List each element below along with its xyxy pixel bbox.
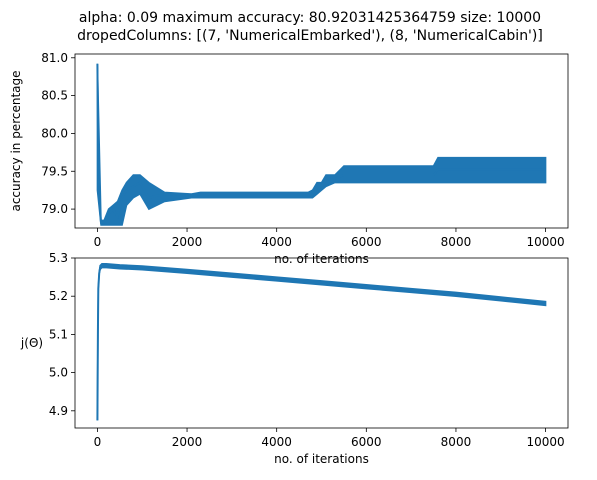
- y-tick-label: 4.9: [49, 404, 68, 418]
- y-tick-label: 5.1: [49, 327, 68, 341]
- y-axis-label: accuracy in percentage: [9, 70, 23, 211]
- figure-title-line2: dropedColumns: [(7, 'NumericalEmbarked')…: [77, 28, 543, 44]
- y-tick-label: 79.0: [41, 202, 68, 216]
- x-axis-label: no. of iterations: [274, 452, 369, 466]
- x-tick-label: 2000: [172, 235, 203, 249]
- series-band: [96, 63, 547, 226]
- y-tick-label: 79.5: [41, 164, 68, 178]
- series-band: [96, 262, 547, 421]
- x-tick-label: 0: [94, 435, 102, 449]
- y-tick-label: 80.5: [41, 89, 68, 103]
- x-tick-label: 4000: [261, 435, 292, 449]
- y-tick-label: 5.2: [49, 289, 68, 303]
- x-tick-label: 0: [94, 235, 102, 249]
- x-tick-label: 6000: [351, 435, 382, 449]
- series-line: [96, 63, 546, 224]
- x-tick-label: 2000: [172, 435, 203, 449]
- x-tick-label: 8000: [441, 235, 472, 249]
- axes-frame: [74, 53, 569, 229]
- axes-frame: [74, 257, 569, 429]
- accuracy-chart: 0 2000 4000 6000 8000 10000 79.0 79.5 80.0 80.5 81…: [9, 51, 569, 266]
- series-line: [96, 264, 546, 421]
- x-tick-label: 10000: [526, 235, 564, 249]
- y-tick-label: 5.3: [49, 251, 68, 265]
- x-tick-label: 8000: [441, 435, 472, 449]
- x-tick-label: 6000: [351, 235, 382, 249]
- x-tick-label: 10000: [526, 435, 564, 449]
- x-axis-label: no. of iterations: [274, 252, 369, 266]
- y-tick-label: 80.0: [41, 126, 68, 140]
- figure-title-line1: alpha: 0.09 maximum accuracy: 80.9203142…: [79, 10, 541, 26]
- y-axis-label: j(Θ): [20, 336, 43, 350]
- y-tick-label: 81.0: [41, 51, 68, 65]
- x-tick-label: 4000: [261, 235, 292, 249]
- y-tick-label: 5.0: [49, 366, 68, 380]
- cost-chart: 0 2000 4000 6000 8000 10000 4.9 5.0 5.1 5.2 5.3 no.…: [20, 251, 569, 466]
